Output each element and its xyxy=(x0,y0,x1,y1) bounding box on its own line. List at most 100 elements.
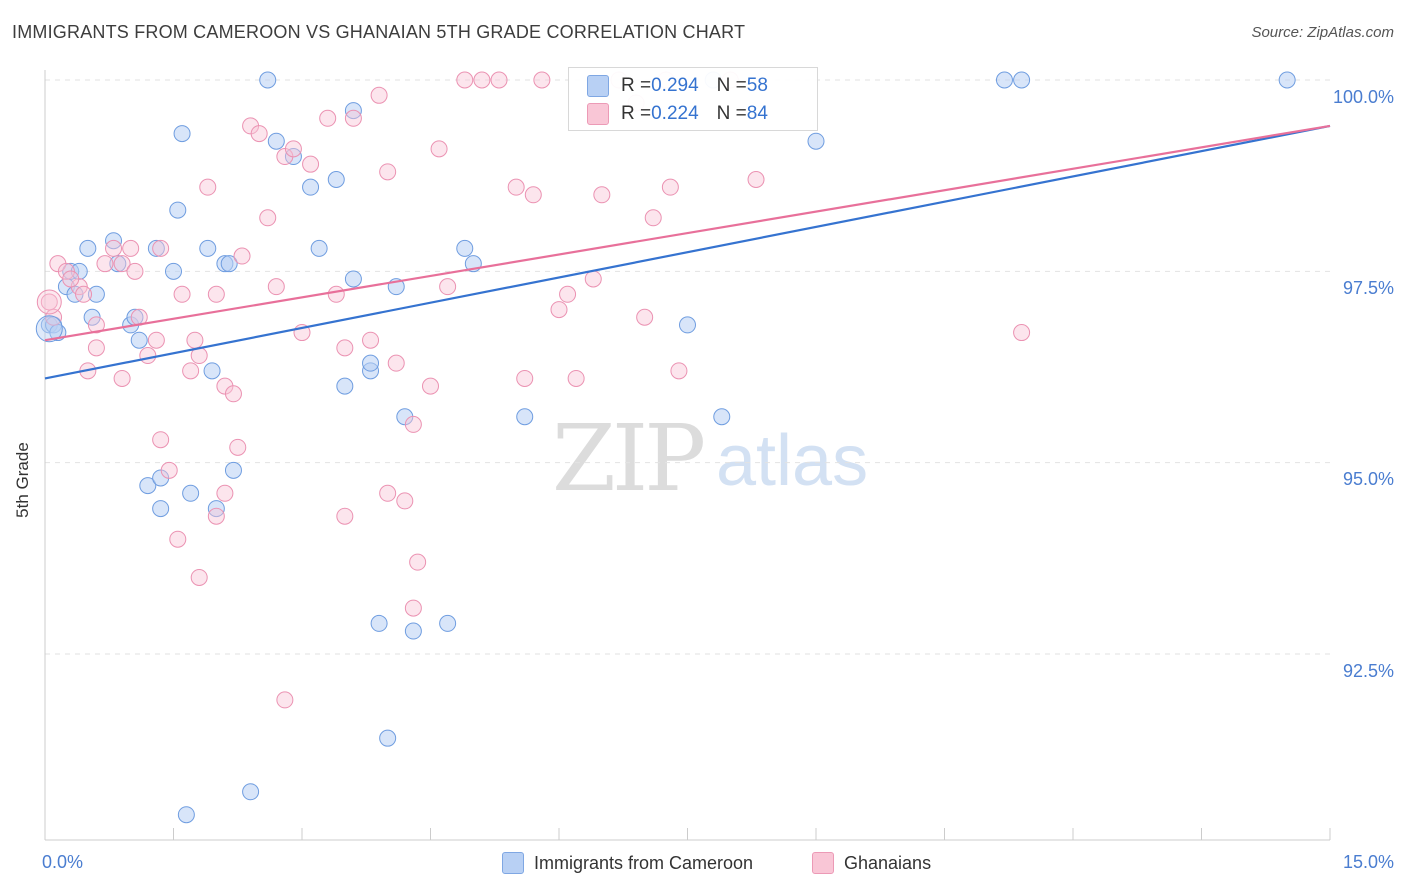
ghanaian-point xyxy=(636,308,654,326)
ghanaian-point xyxy=(336,339,354,357)
cameroon-point xyxy=(456,239,474,257)
y-axis-label: 5th Grade xyxy=(13,442,32,518)
ghanaian-point xyxy=(190,568,208,586)
cameroon-point xyxy=(83,308,101,326)
ghanaian-point xyxy=(319,109,337,127)
ghanaian-point xyxy=(409,553,427,571)
ghanaian-point xyxy=(593,186,611,204)
legend-swatch-pink xyxy=(587,103,609,125)
cameroon-point xyxy=(173,125,191,143)
cameroon-point xyxy=(379,729,397,747)
legend-row-cameroon: R = 0.294 N = 58 xyxy=(587,74,768,98)
cameroon-point xyxy=(165,262,182,280)
ghanaian-point xyxy=(327,285,345,303)
ghanaian-point xyxy=(670,362,688,380)
legend-swatch-blue xyxy=(587,75,609,97)
ghanaian-point xyxy=(224,385,242,403)
bottom-legend-label: Ghanaians xyxy=(844,852,932,873)
bottom-legend-label: Immigrants from Cameroon xyxy=(534,852,754,873)
y-tick-97-5: 97.5% xyxy=(1342,278,1394,298)
cameroon-point xyxy=(147,239,165,257)
cameroon-point xyxy=(139,477,157,495)
bottom-legend-ghanaians[interactable]: Ghanaians xyxy=(812,852,931,874)
source-label: Source: ZipAtlas.com xyxy=(1251,24,1394,41)
cameroon-point xyxy=(302,178,320,196)
ghanaian-point xyxy=(490,71,508,89)
y-tick-100: 100.0% xyxy=(1332,87,1394,107)
ghanaian-point xyxy=(584,270,602,288)
cameroon-point xyxy=(267,132,285,150)
ghanaian-point xyxy=(507,178,525,196)
ghanaian-point xyxy=(550,301,568,319)
cameroon-point xyxy=(224,461,242,479)
ghanaian-point xyxy=(105,239,123,257)
ghanaian-point xyxy=(1013,324,1031,342)
ghanaian-point xyxy=(126,262,144,280)
ghanaian-point xyxy=(216,484,234,502)
ghanaian-point xyxy=(387,354,405,372)
cameroon-point xyxy=(182,484,200,502)
ghanaian-point xyxy=(186,331,204,349)
ghanaian-point xyxy=(122,239,140,257)
ghanaian-point xyxy=(379,484,397,502)
legend-r-label: R = xyxy=(621,75,652,96)
legend-n-label: N = xyxy=(716,103,747,124)
cameroon-trendline xyxy=(44,124,1331,380)
ghanaian-point xyxy=(559,285,577,303)
ghanaian-point xyxy=(160,461,178,479)
cameroon-point xyxy=(177,806,195,824)
ghanaian-point xyxy=(524,186,542,204)
ghanaian-point xyxy=(644,209,662,227)
ghanaian-point xyxy=(113,255,131,273)
ghanaian-point xyxy=(456,71,474,89)
bottom-legend-swatch-pink xyxy=(812,852,834,874)
cameroon-point xyxy=(169,201,187,219)
cameroon-point xyxy=(130,331,148,349)
cameroon-point xyxy=(35,315,63,343)
ghanaian-point xyxy=(404,415,422,433)
legend-r-value: 0.224 xyxy=(651,103,699,124)
ghanaian-point xyxy=(147,331,165,349)
legend-r-label: R = xyxy=(621,103,652,124)
ghanaian-point xyxy=(45,308,63,326)
ghanaian-point xyxy=(87,339,105,357)
stats-legend: R = 0.294 N = 58 R = 0.224 N = 84 xyxy=(568,67,818,131)
y-tick-95: 95.0% xyxy=(1342,469,1394,489)
ghanaian-point xyxy=(62,270,80,288)
ghanaian-point xyxy=(152,239,170,257)
cameroon-point xyxy=(87,285,105,303)
legend-n-label: N = xyxy=(716,75,747,96)
watermark-atlas: atlas xyxy=(716,421,869,501)
ghanaian-point xyxy=(173,285,191,303)
ghanaian-point xyxy=(344,109,362,127)
legend-r-value: 0.294 xyxy=(651,75,699,96)
ghanaian-point xyxy=(284,140,302,158)
ghanaian-point xyxy=(199,178,217,196)
cameroon-point xyxy=(242,783,260,801)
ghanaian-point xyxy=(87,316,105,334)
chart-title: IMMIGRANTS FROM CAMEROON VS GHANAIAN 5TH… xyxy=(12,22,746,42)
ghanaian-point xyxy=(404,599,422,617)
cameroon-point xyxy=(995,71,1013,89)
ghanaian-point xyxy=(276,691,294,709)
ghanaian-point xyxy=(233,247,251,265)
ghanaian-point xyxy=(422,377,439,395)
ghanaian-point xyxy=(567,369,585,387)
cameroon-point xyxy=(370,614,388,632)
cameroon-point xyxy=(404,622,422,640)
ghanaian-point xyxy=(57,262,75,280)
x-tick-min: 0.0% xyxy=(42,852,84,872)
ghanaian-point xyxy=(75,285,93,303)
ghanaian-point xyxy=(250,125,268,143)
ghanaian-point xyxy=(439,278,457,296)
ghanaian-point xyxy=(362,331,380,349)
ghanaian-point xyxy=(533,71,551,89)
ghanaian-point xyxy=(207,285,225,303)
cameroon-point xyxy=(516,408,534,426)
ghanaian-point xyxy=(473,71,491,89)
bottom-legend-cameroon[interactable]: Immigrants from Cameroon xyxy=(502,852,753,874)
cameroon-point xyxy=(1278,71,1296,89)
x-tick-max: 15.0% xyxy=(1342,852,1394,872)
cameroon-point xyxy=(310,239,328,257)
